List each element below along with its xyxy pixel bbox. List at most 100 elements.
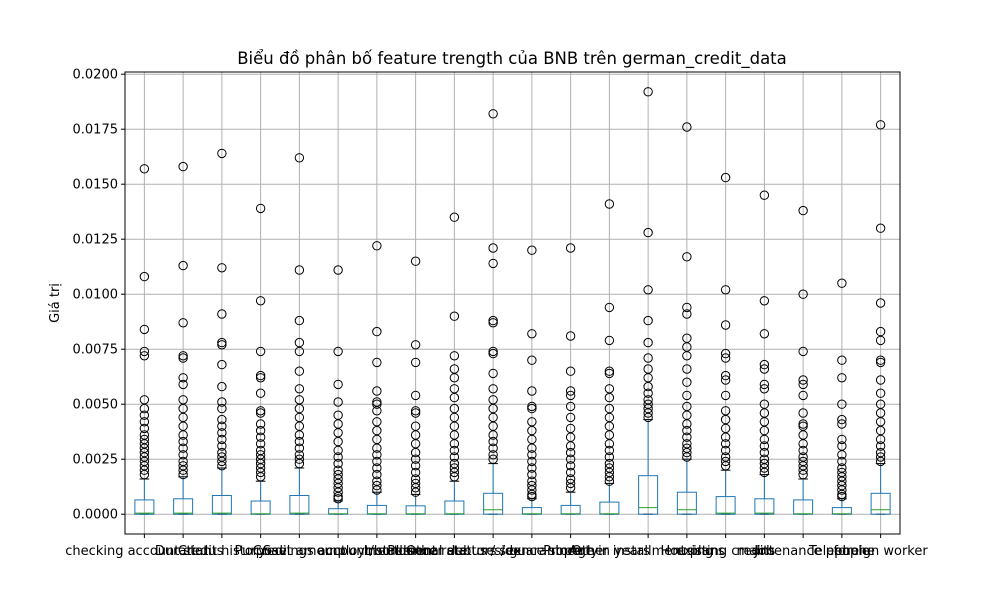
outlier-point: [527, 450, 537, 460]
x-tick-label: residence since: [481, 544, 582, 559]
outlier-point: [720, 461, 731, 471]
outlier-point: [372, 443, 382, 453]
outlier-point: [178, 351, 188, 361]
outlier-point: [449, 351, 460, 361]
outlier-point: [759, 441, 770, 451]
outlier-point: [875, 441, 886, 451]
outlier-point: [759, 447, 770, 458]
box-body: [211, 495, 232, 515]
outlier-point: [255, 388, 266, 398]
outlier-point: [527, 489, 537, 500]
outlier-point: [217, 434, 227, 445]
outlier-point: [643, 388, 653, 398]
outlier-point: [759, 434, 770, 445]
outlier-point: [759, 190, 770, 200]
x-tick-label: foreign worker: [834, 544, 929, 559]
x-tick-label: Personal status / sex: [387, 544, 522, 559]
outlier-point: [759, 359, 770, 370]
outlier-point: [682, 425, 692, 436]
outlier-point: [372, 485, 382, 495]
box-13: [599, 199, 620, 515]
x-tick-label: Housing: [660, 544, 713, 559]
outlier-point: [488, 346, 498, 357]
outlier-point: [720, 285, 731, 295]
outlier-point: [837, 489, 847, 500]
outlier-point: [488, 436, 498, 447]
box-14: [638, 87, 659, 515]
outlier-point: [565, 441, 576, 451]
outlier-point: [527, 463, 537, 473]
y-tick-label: 0.0125: [73, 233, 119, 248]
outlier-point: [604, 439, 615, 449]
outlier-point: [178, 161, 188, 172]
outlier-point: [410, 454, 421, 464]
y-tick-label: 0.0025: [73, 453, 119, 468]
outlier-point: [565, 390, 576, 401]
box-6: [328, 265, 349, 515]
outlier-point: [682, 351, 692, 361]
y-tick-label: 0.0200: [73, 68, 119, 83]
y-tick-label: 0.0050: [73, 398, 119, 413]
outlier-point: [682, 309, 692, 319]
outlier-point: [643, 87, 653, 97]
outlier-point: [255, 203, 266, 214]
outlier-point: [875, 375, 886, 385]
outlier-point: [410, 256, 421, 266]
box-body: [638, 475, 659, 515]
outlier-point: [488, 243, 498, 253]
outlier-point: [565, 478, 576, 489]
outlier-point: [798, 205, 808, 216]
outlier-point: [527, 469, 537, 480]
outlier-point: [410, 406, 421, 416]
outlier-point: [372, 456, 382, 467]
outlier-point: [565, 401, 576, 412]
outlier-point: [875, 298, 886, 308]
outlier-point: [565, 386, 576, 396]
outlier-point: [217, 340, 227, 350]
outlier-point: [372, 326, 382, 337]
x-tick-label: Property: [543, 544, 598, 559]
outlier-point: [565, 412, 576, 423]
x-tick-label: Telephone: [808, 544, 875, 559]
outlier-point: [410, 483, 421, 493]
outlier-point: [488, 454, 498, 464]
outlier-point: [798, 408, 808, 418]
box-4: [250, 203, 271, 515]
outlier-point: [837, 450, 847, 460]
outlier-point: [139, 417, 150, 427]
outlier-point: [837, 414, 847, 425]
outlier-point: [488, 450, 498, 460]
outlier-point: [410, 461, 421, 471]
outlier-point: [682, 302, 692, 313]
y-tick-label: 0.0175: [73, 123, 119, 138]
outlier-point: [372, 386, 382, 396]
outlier-point: [682, 364, 692, 374]
outlier-point: [372, 399, 382, 409]
outlier-point: [798, 379, 808, 390]
outlier-point: [798, 445, 808, 456]
box-7: [366, 241, 387, 515]
outlier-point: [837, 373, 847, 383]
outlier-point: [139, 271, 150, 282]
outlier-point: [217, 421, 227, 431]
outlier-point: [294, 454, 305, 464]
box-2: [173, 161, 194, 515]
outlier-point: [333, 346, 343, 357]
outlier-point: [682, 377, 692, 387]
outlier-point: [604, 392, 615, 403]
outlier-point: [449, 445, 460, 456]
x-tick-label: Age in years: [569, 544, 650, 559]
outlier-point: [178, 373, 188, 383]
box-body: [870, 492, 891, 515]
outlier-point: [875, 355, 886, 365]
outlier-point: [217, 148, 227, 159]
box-16: [715, 172, 736, 515]
y-ticks: 0.0000 0.0025 0.0050 0.0075 0.0100 0.0125 0.01…: [73, 68, 125, 523]
outlier-point: [875, 335, 886, 346]
outlier-point: [565, 461, 576, 471]
outlier-point: [294, 315, 305, 326]
outlier-point: [178, 436, 188, 447]
outlier-point: [604, 302, 615, 313]
